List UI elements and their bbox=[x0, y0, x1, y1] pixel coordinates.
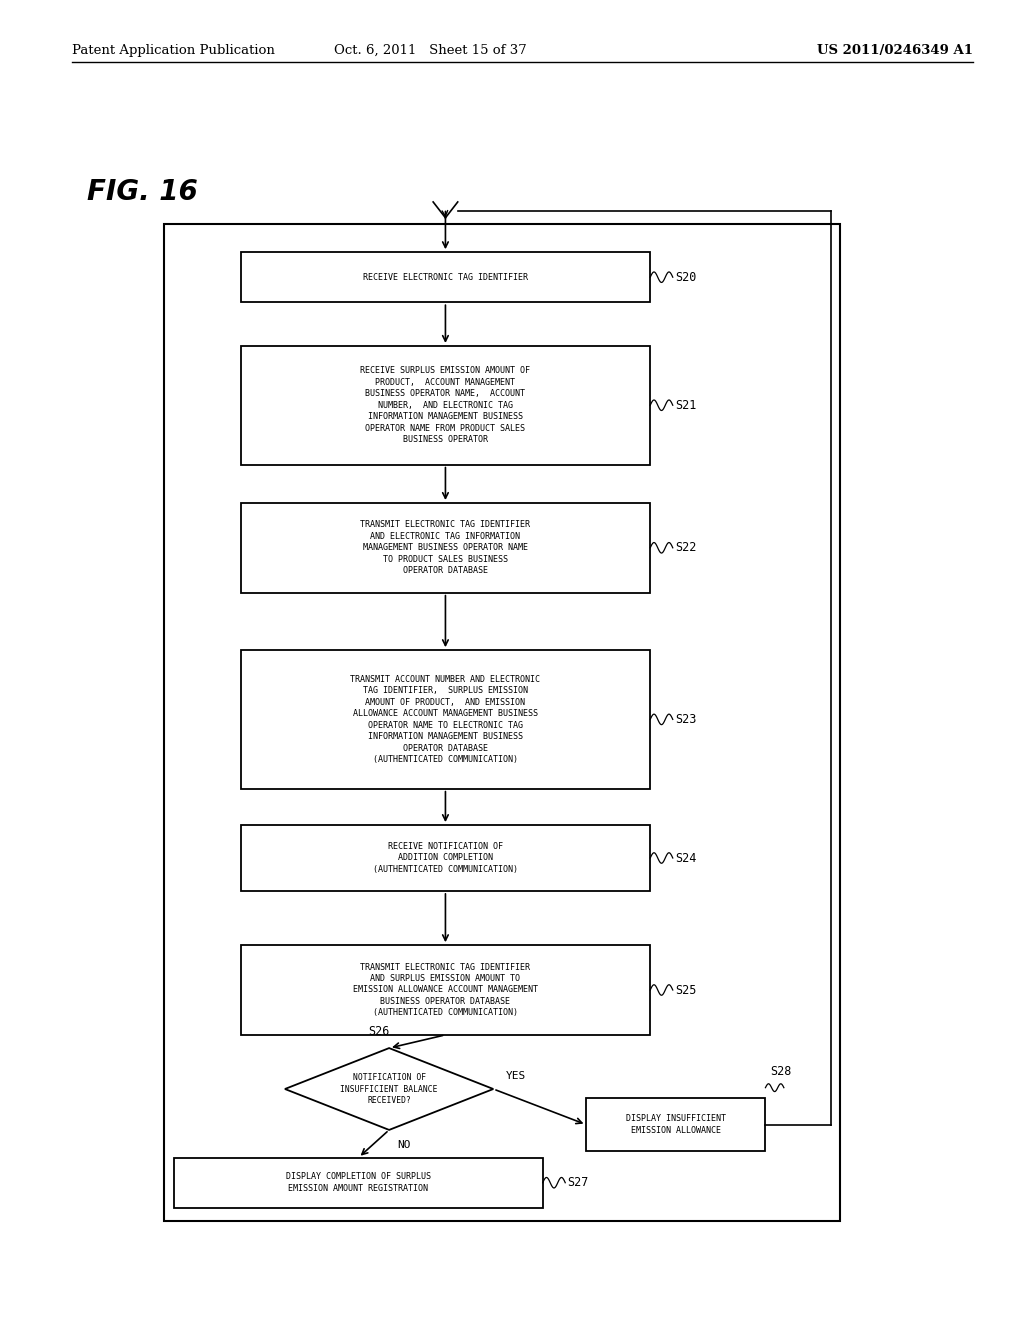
Text: US 2011/0246349 A1: US 2011/0246349 A1 bbox=[817, 44, 973, 57]
Text: S22: S22 bbox=[675, 541, 696, 554]
Text: YES: YES bbox=[506, 1071, 526, 1081]
Text: TRANSMIT ELECTRONIC TAG IDENTIFIER
AND ELECTRONIC TAG INFORMATION
MANAGEMENT BUS: TRANSMIT ELECTRONIC TAG IDENTIFIER AND E… bbox=[360, 520, 530, 576]
Text: S24: S24 bbox=[675, 851, 696, 865]
Bar bbox=[241, 503, 650, 593]
Bar bbox=[164, 224, 840, 1221]
Bar bbox=[586, 1098, 766, 1151]
Text: S23: S23 bbox=[675, 713, 696, 726]
Text: S28: S28 bbox=[771, 1065, 792, 1078]
Bar bbox=[174, 1158, 543, 1208]
Text: TRANSMIT ACCOUNT NUMBER AND ELECTRONIC
TAG IDENTIFIER,  SURPLUS EMISSION
AMOUNT : TRANSMIT ACCOUNT NUMBER AND ELECTRONIC T… bbox=[350, 675, 541, 764]
Text: RECEIVE ELECTRONIC TAG IDENTIFIER: RECEIVE ELECTRONIC TAG IDENTIFIER bbox=[362, 273, 528, 281]
Text: Patent Application Publication: Patent Application Publication bbox=[72, 44, 274, 57]
Text: NOTIFICATION OF
INSUFFICIENT BALANCE
RECEIVED?: NOTIFICATION OF INSUFFICIENT BALANCE REC… bbox=[340, 1073, 438, 1105]
Text: DISPLAY INSUFFICIENT
EMISSION ALLOWANCE: DISPLAY INSUFFICIENT EMISSION ALLOWANCE bbox=[626, 1114, 726, 1135]
Text: S27: S27 bbox=[567, 1176, 589, 1189]
Text: S25: S25 bbox=[675, 983, 696, 997]
Text: DISPLAY COMPLETION OF SURPLUS
EMISSION AMOUNT REGISTRATION: DISPLAY COMPLETION OF SURPLUS EMISSION A… bbox=[286, 1172, 431, 1193]
Bar bbox=[241, 825, 650, 891]
Text: RECEIVE SURPLUS EMISSION AMOUNT OF
PRODUCT,  ACCOUNT MANAGEMENT
BUSINESS OPERATO: RECEIVE SURPLUS EMISSION AMOUNT OF PRODU… bbox=[360, 367, 530, 444]
Bar bbox=[241, 252, 650, 302]
Text: Oct. 6, 2011   Sheet 15 of 37: Oct. 6, 2011 Sheet 15 of 37 bbox=[334, 44, 526, 57]
Text: NO: NO bbox=[397, 1140, 411, 1151]
Text: FIG. 16: FIG. 16 bbox=[87, 178, 198, 206]
Text: RECEIVE NOTIFICATION OF
ADDITION COMPLETION
(AUTHENTICATED COMMUNICATION): RECEIVE NOTIFICATION OF ADDITION COMPLET… bbox=[373, 842, 518, 874]
Text: TRANSMIT ELECTRONIC TAG IDENTIFIER
AND SURPLUS EMISSION AMOUNT TO
EMISSION ALLOW: TRANSMIT ELECTRONIC TAG IDENTIFIER AND S… bbox=[353, 962, 538, 1018]
Polygon shape bbox=[285, 1048, 494, 1130]
Bar bbox=[241, 346, 650, 465]
Bar bbox=[241, 945, 650, 1035]
Text: S20: S20 bbox=[675, 271, 696, 284]
Text: S26: S26 bbox=[369, 1024, 390, 1038]
Bar bbox=[241, 649, 650, 788]
Text: S21: S21 bbox=[675, 399, 696, 412]
